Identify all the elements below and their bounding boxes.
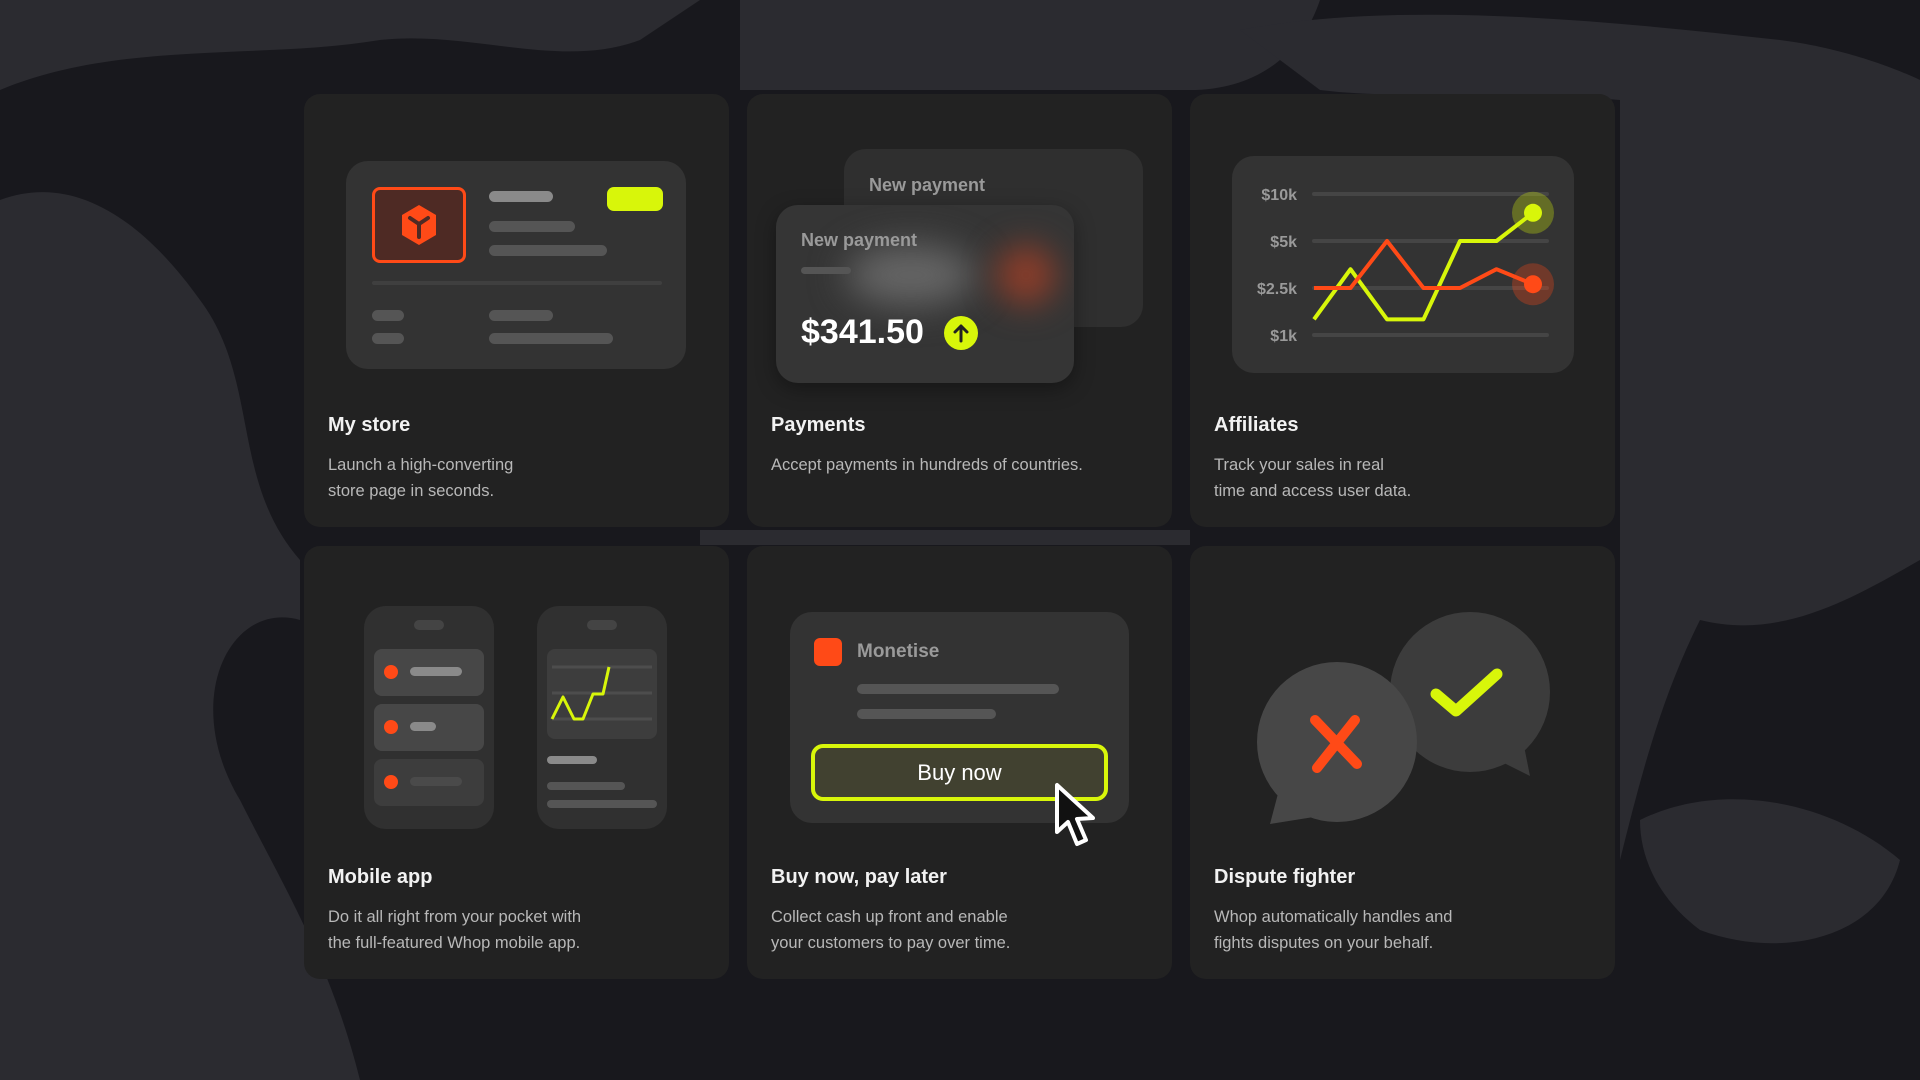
- y-tick-label: $10k: [1261, 187, 1297, 204]
- placeholder-bar: [372, 333, 404, 344]
- y-tick-label: $1k: [1270, 328, 1297, 345]
- card-description: Launch a high-converting store page in se…: [328, 456, 514, 500]
- card-description: Whop automatically handles and fights dis…: [1214, 908, 1453, 952]
- y-tick-label: $5k: [1270, 234, 1297, 251]
- card-title: My store: [328, 414, 411, 436]
- arrow-up-icon: [944, 316, 978, 350]
- payment-notification-front: New payment $341.50: [776, 205, 1074, 383]
- payment-amount: $341.50: [801, 313, 924, 351]
- card-dispute-fighter[interactable]: Dispute fighter Whop automatically handl…: [1190, 546, 1615, 979]
- card-description: Accept payments in hundreds of countries…: [771, 456, 1083, 474]
- divider: [372, 281, 662, 285]
- store-preview-panel: [346, 161, 686, 369]
- placeholder-bar: [489, 245, 607, 256]
- card-title: Dispute fighter: [1214, 866, 1356, 888]
- affiliates-chart-panel: $10k $5k $2.5k $1k: [1232, 156, 1574, 373]
- card-buy-now-pay-later[interactable]: Monetise Buy now Buy now, pay later Coll…: [747, 546, 1172, 979]
- checkout-panel: Monetise Buy now: [790, 612, 1129, 823]
- card-payments[interactable]: New payment New payment $341.50 Payments…: [747, 94, 1172, 527]
- card-affiliates[interactable]: $10k $5k $2.5k $1k Affiliates Track your sa…: [1190, 94, 1615, 527]
- placeholder-bar: [372, 310, 404, 321]
- badge: [607, 187, 663, 211]
- card-title: Mobile app: [328, 866, 433, 888]
- placeholder-bar: [801, 267, 851, 274]
- cube-icon: [372, 187, 466, 263]
- monetise-icon: [814, 638, 842, 666]
- card-title: Affiliates: [1214, 414, 1299, 436]
- check-bubble: [1390, 612, 1550, 776]
- endpoint-dot-0: [1524, 203, 1542, 222]
- dispute-bubbles: [1257, 612, 1550, 824]
- placeholder-bar: [489, 333, 613, 344]
- card-title: Buy now, pay later: [771, 866, 947, 888]
- series-line-0: [1312, 211, 1535, 322]
- check-icon: [1430, 668, 1503, 717]
- card-description: Track your sales in real time and access …: [1214, 456, 1412, 500]
- card-description: Do it all right from your pocket with the…: [328, 908, 582, 952]
- notification-label: New payment: [801, 230, 918, 250]
- card-title: Payments: [771, 414, 866, 436]
- series-line-1: [1314, 239, 1534, 290]
- placeholder-bar: [489, 310, 553, 321]
- phone-mockup-list: [364, 606, 494, 829]
- x-icon: [1310, 715, 1362, 773]
- placeholder-bar: [489, 221, 575, 232]
- x-bubble: [1257, 662, 1417, 824]
- button-label: Buy now: [917, 759, 1002, 785]
- affiliates-chart: $10k $5k $2.5k $1k: [1257, 187, 1554, 345]
- y-tick-label: $2.5k: [1257, 281, 1297, 298]
- phone-mockup-chart: [537, 606, 667, 829]
- endpoint-dot-1: [1524, 275, 1542, 294]
- cursor-icon: [1055, 783, 1095, 846]
- card-description: Collect cash up front and enable your cus…: [771, 908, 1011, 952]
- card-my-store[interactable]: My store Launch a high-converting store p…: [304, 94, 729, 527]
- card-mobile-app[interactable]: Mobile app Do it all right from your poc…: [304, 546, 729, 979]
- monetise-label: Monetise: [857, 641, 940, 662]
- notification-label: New payment: [869, 175, 986, 195]
- placeholder-bar: [489, 191, 553, 202]
